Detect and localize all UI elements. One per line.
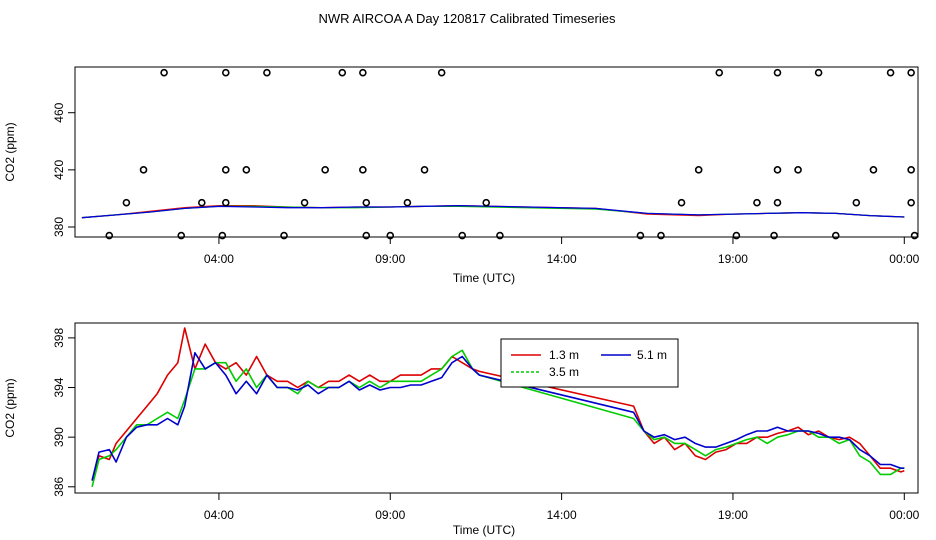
scatter-point-30 [694,166,703,174]
scatter-point-6 [218,231,227,240]
x-tick-label-1-0: 04:00 [204,252,234,266]
series-lines-1 [81,204,905,219]
scatter-point-16 [359,68,367,77]
x-axis-label-2: Time (UTC) [453,523,515,537]
scatter-point-41 [852,198,861,207]
series-line-1-3-5-m [81,205,905,219]
x-tick-label-2-0: 04:00 [204,508,234,522]
page-title: NWR AIRCOA A Day 120817 Calibrated Times… [319,11,616,26]
scatter-point-7 [221,198,230,207]
y-tick-label-2-0: 386 [52,476,66,496]
series-line-2-5-1-m [91,352,905,481]
legend-label-5-1m: 5.1 m [637,348,667,362]
scatter-point-46 [907,198,915,207]
y-tick-label-1-1: 420 [52,160,66,180]
scatter-point-22 [420,166,429,174]
x-axis-2: 04:00 09:00 14:00 19:00 00:00 [204,493,920,522]
legend-box [500,338,679,388]
x-tick-label-2-4: 00:00 [889,508,919,522]
series-line-2-3-5-m [91,349,905,487]
legend-label-3-5m: 3.5 m [549,365,579,379]
x-tick-label-2-2: 14:00 [547,508,577,522]
chart-panel-2: 386 390 394 398 04:00 09:00 14:00 19:00 00:00 T… [3,322,920,537]
x-axis-label-1: Time (UTC) [453,271,515,285]
scatter-point-37 [773,68,782,77]
series-lines-2 [91,327,905,487]
scatter-point-8 [221,166,230,174]
y-axis-2: 386 390 394 398 [52,328,76,497]
scatter-point-40 [831,231,840,240]
scatter-point-11 [263,68,271,77]
scatter-point-3 [160,68,168,77]
scatter-point-34 [770,231,778,240]
scatter-point-9 [221,68,230,77]
y-tick-label-2-1: 390 [52,427,66,447]
scatter-point-47 [910,231,919,240]
y-tick-label-1-0: 380 [52,217,66,237]
series-line-2-1-3-m [91,327,905,481]
y-axis-1: 380 420 460 [52,102,76,237]
y-tick-label-2-3: 398 [52,328,66,348]
scatter-point-33 [753,198,761,207]
scatter-point-45 [907,166,915,174]
plot-frame-2 [74,322,919,494]
scatter-point-32 [732,231,741,240]
scatter-point-20 [386,231,395,240]
scatter-point-10 [242,166,251,174]
y-axis-label-1: CO2 (ppm) [3,122,17,181]
chart-panel-1: 380 420 460 04:00 09:00 14:00 19:00 00:00 Time… [3,66,920,285]
scatter-points-1 [105,68,919,240]
scatter-point-25 [482,198,491,207]
scatter-point-18 [362,198,371,207]
scatter-point-27 [636,231,645,240]
scatter-point-43 [886,68,895,77]
scatter-point-29 [677,198,686,207]
scatter-point-12 [280,231,288,240]
scatter-point-36 [773,166,782,174]
x-tick-label-2-3: 19:00 [718,508,748,522]
scatter-point-17 [359,166,367,174]
scatter-point-5 [197,198,206,207]
y-tick-label-1-2: 460 [52,102,66,122]
x-tick-label-1-3: 19:00 [718,252,748,266]
plot-frame-1 [74,66,919,238]
scatter-point-15 [338,68,347,77]
scatter-point-1 [122,198,131,207]
scatter-point-31 [715,68,724,77]
x-tick-label-2-1: 09:00 [375,508,405,522]
scatter-point-35 [773,198,782,207]
scatter-point-38 [794,166,802,174]
x-tick-label-1-2: 14:00 [547,252,577,266]
y-axis-label-2: CO2 (ppm) [3,378,17,437]
scatter-point-14 [321,166,329,174]
scatter-point-28 [657,231,665,240]
scatter-point-0 [105,231,114,240]
scatter-point-4 [177,231,186,240]
scatter-point-2 [139,166,148,174]
scatter-point-13 [300,198,309,207]
scatter-point-23 [437,68,446,77]
scatter-point-21 [403,198,412,207]
scatter-point-26 [496,231,504,240]
scatter-point-42 [869,166,878,174]
legend-label-1-3m: 1.3 m [549,348,579,362]
legend: 1.3 m 5.1 m 3.5 m [500,338,679,388]
scatter-point-24 [458,231,467,240]
x-tick-label-1-4: 00:00 [889,252,919,266]
scatter-point-19 [362,231,371,240]
scatter-point-39 [814,68,823,77]
x-tick-label-1-1: 09:00 [375,252,405,266]
x-axis-1: 04:00 09:00 14:00 19:00 00:00 [204,237,920,266]
series-line-1-5-1-m [81,204,905,219]
scatter-point-44 [907,68,915,77]
y-tick-label-2-2: 394 [52,377,66,397]
